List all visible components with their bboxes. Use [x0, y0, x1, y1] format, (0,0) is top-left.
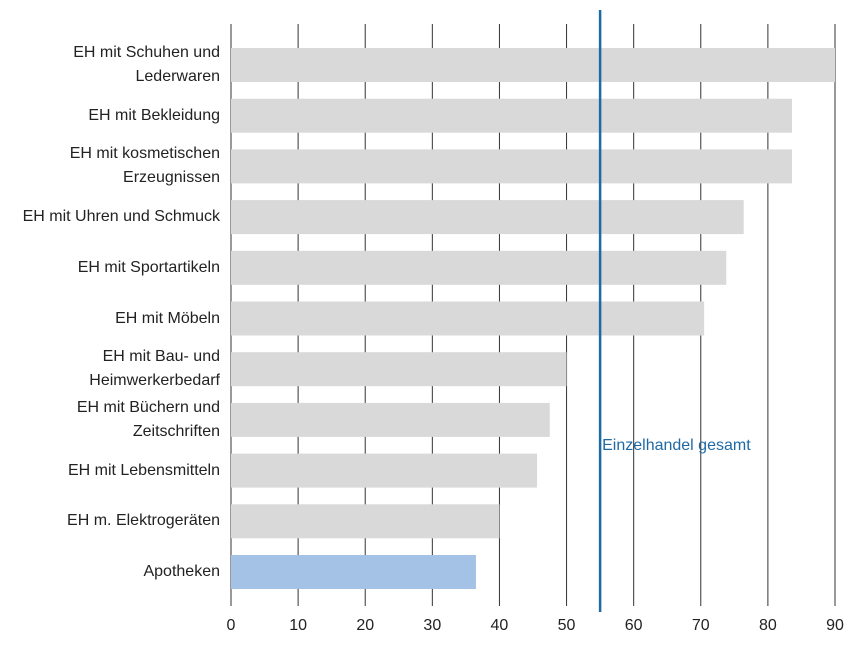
- bar: [231, 504, 500, 539]
- bar: [231, 149, 793, 184]
- x-tick-label: 0: [227, 617, 236, 634]
- x-tick-label: 60: [625, 617, 643, 634]
- bar: [231, 250, 727, 285]
- category-label: EH mit Lebensmitteln: [67, 461, 220, 479]
- category-label: EH mit Büchern und Zeitschriften: [76, 398, 220, 440]
- x-tick-label: 90: [826, 617, 844, 634]
- bar: [231, 200, 744, 235]
- category-label: Apotheken: [143, 563, 220, 580]
- bar: [231, 402, 550, 437]
- x-tick-label: 30: [423, 617, 441, 634]
- category-label: EH mit Schuhen und Lederwaren: [73, 44, 220, 85]
- bar: [231, 301, 705, 336]
- x-tick-label: 50: [558, 617, 576, 634]
- bar: [231, 453, 538, 488]
- category-label: EH mit Möbeln: [115, 309, 220, 327]
- category-label: EH mit Bau- und Heimwerkerbedarf: [89, 348, 220, 390]
- reference-label: Einzelhandel gesamt: [602, 437, 751, 454]
- bar: [231, 98, 793, 133]
- x-tick-label: 40: [491, 617, 509, 634]
- category-label: EH mit Sportartikeln: [77, 258, 220, 276]
- x-tick-label: 20: [356, 617, 374, 634]
- x-tick-label: 80: [759, 617, 777, 634]
- bar: [231, 555, 476, 589]
- bar: [231, 48, 835, 82]
- category-label: EH mit kosmetischen Erzeugnissen: [69, 145, 220, 187]
- bar: [231, 352, 567, 387]
- x-tick-label: 70: [692, 617, 710, 634]
- category-label: EH mit Bekleidung: [88, 106, 220, 124]
- category-label: EH m. Elektrogeräten: [67, 512, 220, 530]
- category-label: EH mit Uhren und Schmuck: [22, 208, 220, 226]
- x-tick-label: 10: [289, 617, 307, 634]
